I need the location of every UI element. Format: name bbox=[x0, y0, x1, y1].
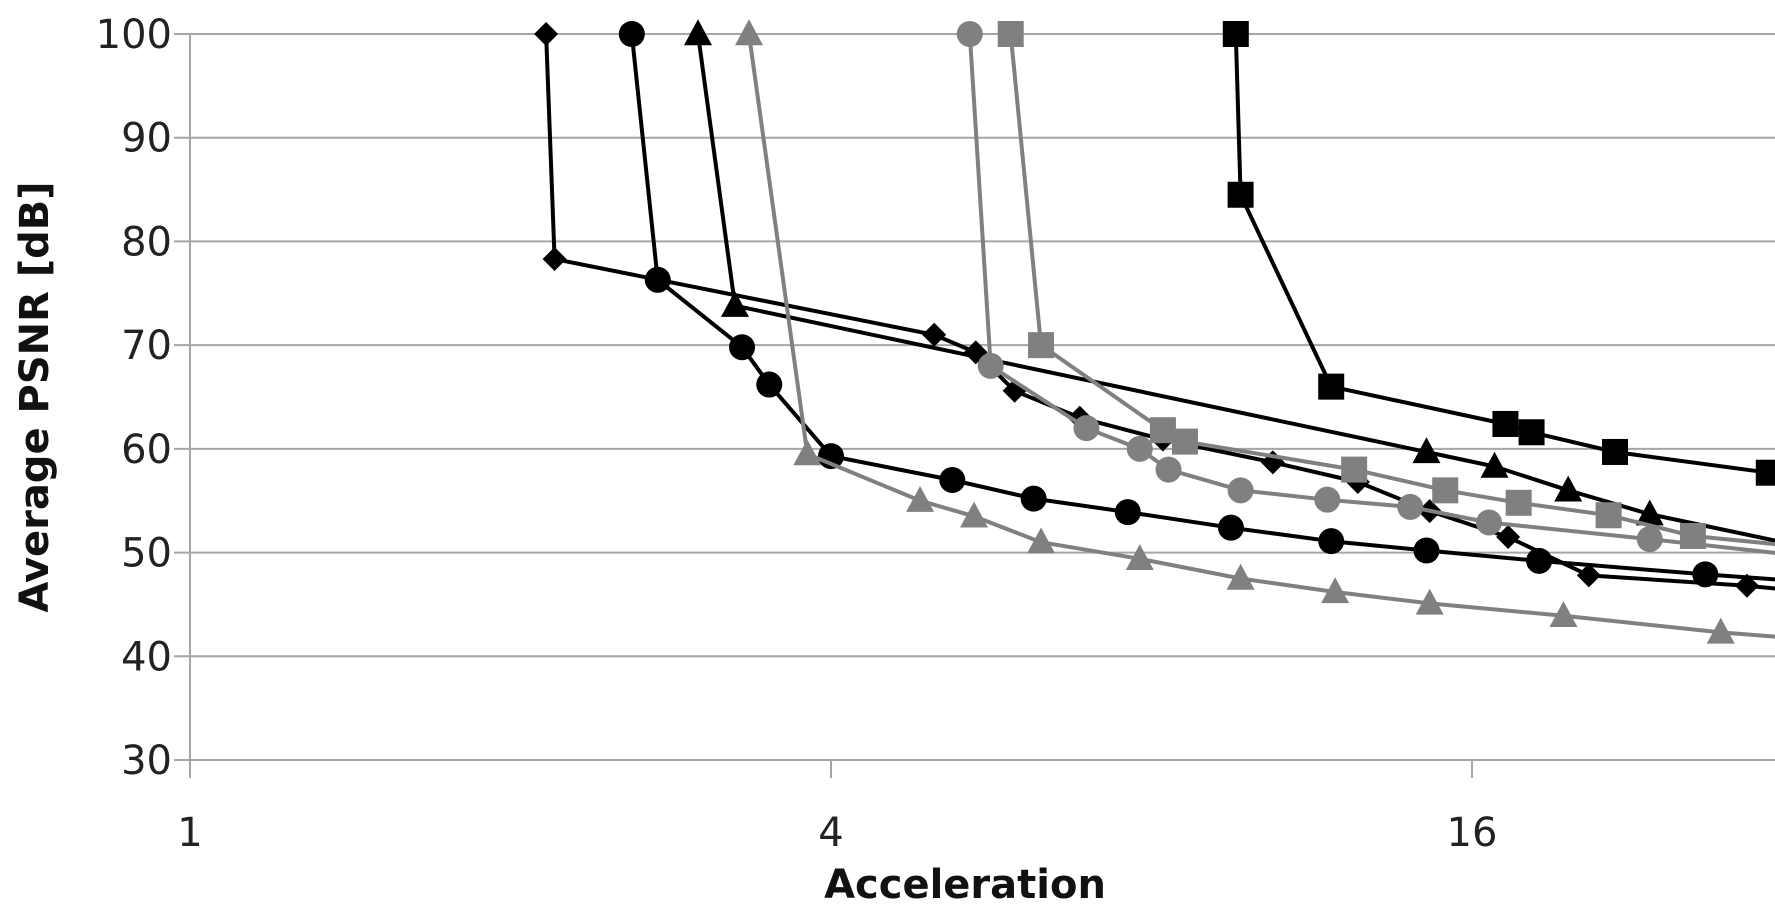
data-point bbox=[1492, 410, 1519, 437]
data-point bbox=[1073, 415, 1100, 442]
data-point bbox=[1027, 527, 1056, 554]
data-point bbox=[1222, 21, 1249, 47]
data-point bbox=[618, 21, 645, 47]
grid bbox=[174, 33, 1775, 761]
data-point bbox=[720, 291, 749, 317]
y-tick-label: 30 bbox=[121, 738, 172, 784]
data-point bbox=[1020, 485, 1047, 512]
data-point bbox=[1413, 537, 1440, 564]
data-point bbox=[1549, 601, 1578, 628]
series-2 bbox=[683, 19, 1775, 543]
data-point bbox=[729, 334, 756, 361]
data-point bbox=[1226, 563, 1255, 590]
data-point bbox=[1518, 419, 1545, 446]
data-point bbox=[1227, 181, 1254, 208]
data-point bbox=[1755, 459, 1775, 486]
series-line bbox=[747, 32, 1775, 639]
data-point bbox=[1149, 417, 1176, 444]
data-point bbox=[1171, 428, 1198, 455]
data-point bbox=[534, 22, 559, 46]
series-group bbox=[534, 19, 1775, 644]
data-point bbox=[1314, 486, 1341, 513]
data-point bbox=[1505, 489, 1532, 516]
data-point bbox=[1126, 435, 1153, 462]
y-tick-label: 70 bbox=[121, 323, 172, 369]
tick-labels: 30405060708090100141664256 bbox=[96, 12, 1498, 856]
data-point bbox=[1476, 509, 1503, 536]
data-point bbox=[1602, 438, 1629, 465]
data-point bbox=[756, 371, 783, 398]
data-point bbox=[1576, 563, 1601, 588]
data-point bbox=[1412, 437, 1441, 464]
data-point bbox=[735, 19, 764, 46]
series-1 bbox=[618, 21, 1775, 588]
data-point bbox=[644, 266, 671, 293]
y-tick-label: 90 bbox=[121, 116, 172, 162]
data-point bbox=[1480, 451, 1509, 478]
data-point bbox=[1125, 544, 1154, 570]
y-tick-label: 100 bbox=[96, 12, 172, 58]
data-point bbox=[793, 439, 822, 466]
axes bbox=[189, 34, 1473, 778]
data-point bbox=[1496, 525, 1521, 550]
data-point bbox=[1679, 522, 1706, 549]
data-point bbox=[1706, 617, 1735, 644]
data-point bbox=[1432, 477, 1459, 504]
series-3 bbox=[735, 19, 1775, 644]
data-point bbox=[906, 486, 935, 512]
data-point bbox=[1397, 493, 1424, 520]
data-point bbox=[956, 21, 983, 47]
x-axis-title: Acceleration bbox=[824, 862, 1106, 908]
y-tick-label: 40 bbox=[121, 634, 172, 680]
y-axis-title: Average PSNR [dB] bbox=[12, 181, 58, 612]
data-point bbox=[1635, 499, 1664, 526]
data-point bbox=[1636, 526, 1663, 553]
x-tick-label: 16 bbox=[1447, 810, 1498, 856]
data-point bbox=[1028, 332, 1055, 359]
data-point bbox=[939, 466, 966, 493]
data-point bbox=[960, 501, 989, 528]
data-point bbox=[977, 352, 1004, 379]
series-line bbox=[629, 32, 1775, 582]
data-point bbox=[683, 19, 712, 46]
series-4 bbox=[956, 21, 1775, 555]
data-point bbox=[997, 21, 1024, 47]
data-point bbox=[1692, 561, 1719, 588]
data-point bbox=[1318, 528, 1345, 555]
data-point bbox=[922, 322, 947, 347]
data-point bbox=[1114, 499, 1141, 526]
series-line bbox=[1233, 32, 1775, 476]
y-tick-label: 80 bbox=[121, 219, 172, 265]
series-line bbox=[696, 32, 1775, 543]
series-6 bbox=[1222, 21, 1775, 486]
data-point bbox=[1526, 547, 1553, 574]
y-tick-label: 50 bbox=[121, 531, 172, 577]
x-tick-label: 1 bbox=[177, 810, 202, 856]
data-point bbox=[1217, 514, 1244, 541]
series-line bbox=[1008, 32, 1775, 547]
data-point bbox=[1415, 588, 1444, 615]
series-5 bbox=[997, 21, 1775, 549]
data-point bbox=[542, 247, 567, 272]
x-tick-label: 4 bbox=[818, 810, 843, 856]
data-point bbox=[1321, 577, 1350, 604]
data-point bbox=[1318, 373, 1345, 400]
data-point bbox=[1595, 502, 1622, 529]
data-point bbox=[1227, 477, 1254, 504]
data-point bbox=[1155, 456, 1182, 483]
data-point bbox=[1341, 456, 1368, 483]
y-tick-label: 60 bbox=[121, 427, 172, 473]
data-point bbox=[1554, 475, 1583, 502]
